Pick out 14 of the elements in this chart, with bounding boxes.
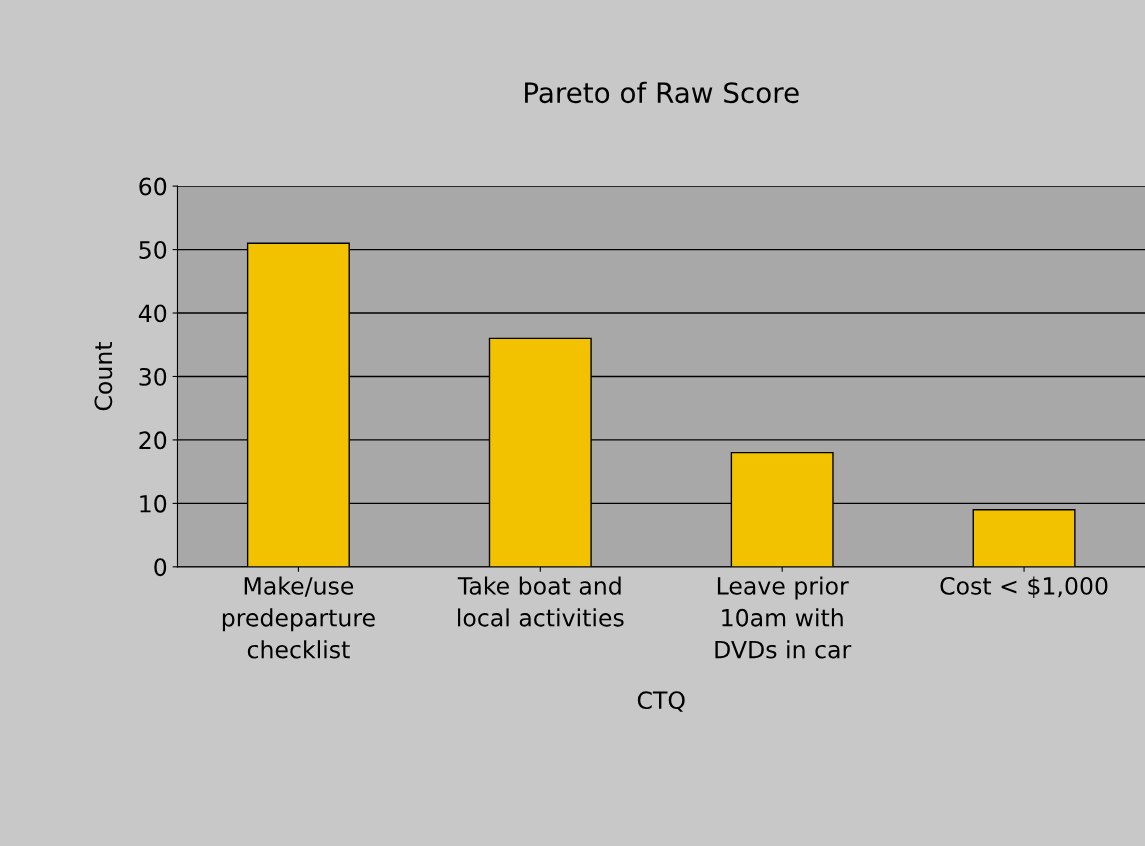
y-tick-label: 20	[139, 431, 167, 450]
x-tick-label: Leave prior 10am with DVDs in car	[715, 576, 852, 659]
x-tick-label: Cost < $1,000	[940, 576, 1108, 598]
y-tick-label: 30	[139, 367, 167, 386]
x-tick-label: Take boat and local activities	[457, 576, 624, 627]
x-tick-label: Make/use predeparture checklist	[222, 576, 375, 659]
y-tick-label: 40	[138, 304, 167, 323]
y-tick-label: 10	[140, 494, 167, 513]
chart-title: Pareto of Raw Score	[525, 81, 799, 104]
y-tick-label: 0	[154, 558, 167, 577]
y-tick-label: 60	[139, 177, 167, 196]
y-tick-label: 50	[139, 241, 167, 259]
y-axis-title: Count	[94, 341, 113, 411]
x-axis-title: CTQ	[637, 691, 685, 712]
